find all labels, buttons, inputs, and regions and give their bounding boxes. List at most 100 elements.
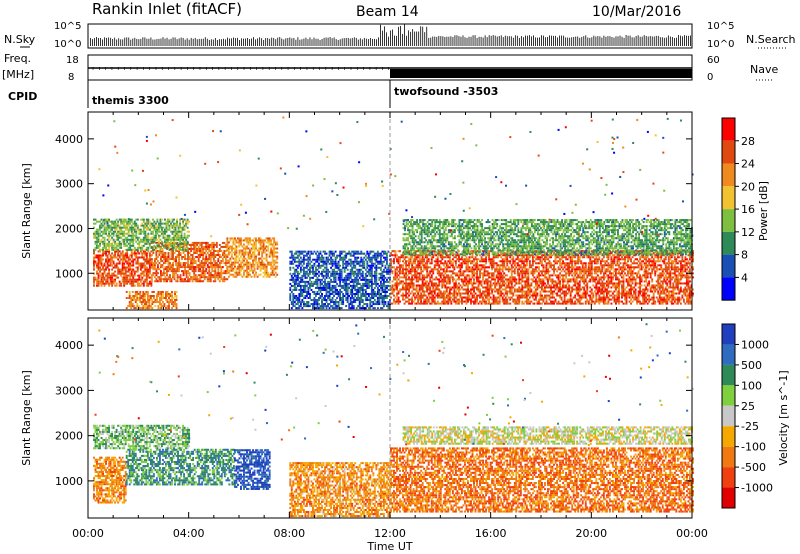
heatmap-cell — [396, 258, 398, 261]
heatmap-cell — [433, 264, 436, 267]
heatmap-cell — [396, 300, 398, 303]
heatmap-cell — [548, 270, 551, 273]
heatmap-cell — [183, 228, 186, 231]
heatmap-cell — [181, 258, 184, 261]
heatmap-cell — [409, 292, 412, 295]
heatmap-cell — [209, 260, 212, 263]
heatmap-cell — [170, 224, 172, 227]
heatmap-cell — [394, 252, 397, 255]
heatmap-cell — [253, 247, 256, 250]
heatmap-cell — [196, 266, 199, 269]
heatmap-cell — [273, 253, 276, 256]
heatmap-cell — [393, 290, 395, 293]
heatmap-cell — [160, 305, 163, 308]
heatmap-cell — [185, 238, 188, 241]
heatmap-cell — [124, 254, 127, 257]
heatmap-cell — [139, 292, 142, 295]
heatmap-cell — [130, 226, 133, 229]
heatmap-cell — [510, 296, 513, 299]
heatmap-cell — [247, 275, 250, 278]
heatmap-cell — [394, 288, 397, 291]
heatmap-cell — [548, 260, 551, 263]
heatmap-cell — [509, 298, 512, 301]
heatmap-cell — [492, 266, 495, 269]
heatmap-cell — [471, 254, 474, 257]
heatmap-cell — [176, 245, 179, 248]
heatmap-cell — [572, 276, 575, 279]
heatmap-cell — [265, 253, 268, 256]
heatmap-cell — [99, 254, 101, 257]
heatmap-cell — [262, 251, 265, 254]
heatmap-cell — [406, 256, 409, 259]
heatmap-cell — [211, 254, 214, 257]
heatmap-cell — [444, 298, 447, 301]
heatmap-cell — [96, 266, 98, 269]
heatmap-cell — [480, 268, 483, 271]
heatmap-cell — [542, 300, 545, 303]
heatmap-cell — [480, 284, 483, 287]
heatmap-cell — [218, 249, 221, 252]
heatmap-cell — [427, 272, 430, 275]
heatmap-cell — [506, 300, 509, 303]
heatmap-cell — [253, 241, 256, 244]
heatmap-cell — [435, 264, 438, 267]
heatmap-cell — [465, 256, 468, 259]
heatmap-cell — [136, 268, 139, 271]
heatmap-cell — [441, 268, 444, 271]
heatmap-cell — [118, 270, 121, 273]
heatmap-cell — [141, 248, 144, 251]
heatmap-cell — [421, 260, 424, 263]
heatmap-cell — [103, 282, 106, 285]
heatmap-cell — [127, 238, 130, 241]
heatmap-cell — [129, 238, 132, 241]
heatmap-cell — [159, 258, 162, 261]
heatmap-cell — [158, 276, 161, 279]
heatmap-cell — [167, 246, 169, 249]
heatmap-cell — [473, 280, 475, 283]
heatmap-cell — [144, 274, 147, 277]
heatmap-cell — [161, 254, 164, 257]
heatmap-cell — [460, 302, 463, 305]
heatmap-cell — [114, 264, 117, 267]
heatmap-cell — [448, 294, 451, 297]
heatmap-cell — [233, 263, 236, 266]
heatmap-cell — [476, 298, 478, 301]
heatmap-cell — [177, 238, 180, 241]
heatmap-cell — [498, 302, 501, 305]
heatmap-cell — [136, 266, 139, 269]
heatmap-cell — [146, 307, 149, 310]
heatmap-cell — [246, 265, 248, 268]
heatmap-cell — [142, 264, 145, 267]
heatmap-cell — [108, 250, 111, 253]
heatmap-cell — [93, 222, 95, 225]
heatmap-cell — [467, 286, 469, 289]
heatmap-cell — [144, 238, 147, 241]
heatmap-cell — [194, 241, 197, 244]
heatmap-cell — [442, 278, 445, 281]
heatmap-cell — [175, 272, 177, 275]
heatmap-cell — [427, 258, 430, 261]
heatmap-cell — [220, 268, 223, 271]
heatmap-cell — [148, 301, 151, 304]
heatmap-cell — [230, 263, 233, 266]
heatmap-cell — [274, 241, 277, 244]
heatmap-cell — [130, 278, 133, 281]
heatmap-cell — [105, 274, 108, 277]
nsky-tick-top: 10^5 — [54, 21, 81, 32]
heatmap-cell — [132, 240, 135, 243]
heatmap-cell — [240, 267, 242, 270]
heatmap-cell — [168, 292, 170, 295]
heatmap-cell — [264, 267, 267, 270]
heatmap-cell — [230, 249, 233, 252]
heatmap-cell — [393, 258, 395, 261]
heatmap-cell — [547, 280, 549, 283]
heatmap-cell — [255, 261, 258, 264]
heatmap-cell — [551, 278, 554, 281]
heatmap-cell — [402, 286, 404, 289]
heatmap-cell — [244, 245, 247, 248]
heatmap-cell — [147, 260, 150, 263]
heatmap-cell — [415, 302, 418, 305]
heatmap-cell — [153, 258, 156, 261]
heatmap-cell — [159, 260, 162, 263]
heatmap-cell — [144, 258, 147, 261]
